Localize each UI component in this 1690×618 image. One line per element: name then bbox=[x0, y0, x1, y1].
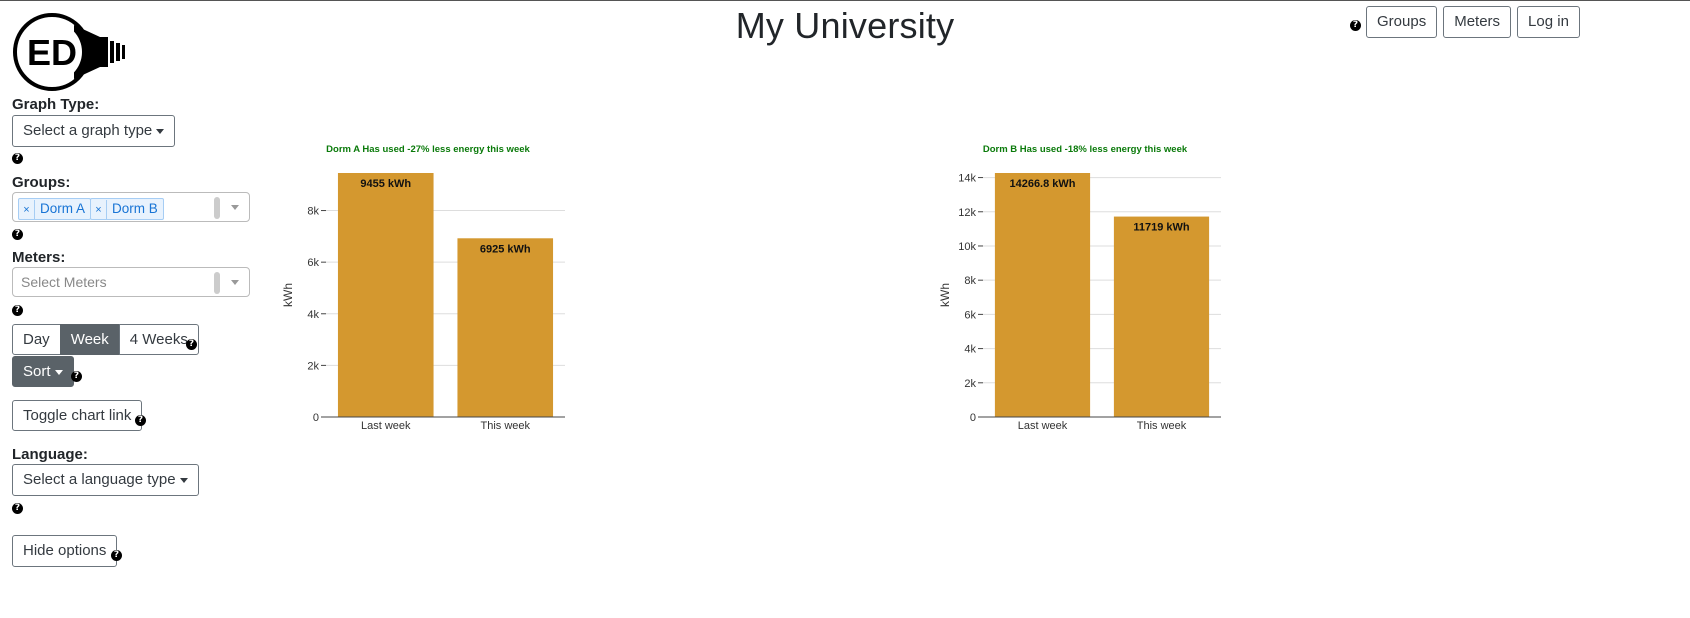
scrollbar[interactable] bbox=[214, 272, 220, 294]
data-label: 6925 kWh bbox=[480, 243, 531, 255]
interval-toggle: Day Week 4 Weeks bbox=[12, 324, 199, 355]
scrollbar[interactable] bbox=[214, 197, 220, 219]
group-tag-dorm-b: × Dorm B bbox=[90, 198, 164, 220]
hide-options-button[interactable]: Hide options bbox=[12, 535, 118, 567]
nav-login-button[interactable]: Log in bbox=[1517, 6, 1580, 38]
group-tag-dorm-a: × Dorm A bbox=[18, 198, 92, 220]
y-tick-label: 4k bbox=[307, 309, 319, 321]
bar bbox=[1113, 216, 1210, 417]
y-tick-label: 12k bbox=[958, 207, 976, 219]
x-tick-label: Last week bbox=[361, 420, 411, 432]
help-icon[interactable]: ? bbox=[111, 544, 122, 561]
meters-select[interactable]: Select Meters bbox=[12, 267, 250, 297]
help-icon[interactable]: ? bbox=[12, 223, 23, 240]
help-icon[interactable]: ? bbox=[135, 409, 146, 426]
meters-label: Meters: bbox=[12, 249, 66, 266]
help-icon[interactable]: ? bbox=[12, 299, 23, 316]
chevron-down-icon[interactable] bbox=[231, 205, 239, 210]
page-title: My University bbox=[735, 5, 955, 46]
y-tick-label: 10k bbox=[958, 241, 976, 253]
bar bbox=[994, 173, 1091, 417]
chart-dorm-a: Dorm A Has used -27% less energy this we… bbox=[281, 144, 565, 432]
interval-4weeks-button[interactable]: 4 Weeks bbox=[118, 324, 199, 355]
chevron-down-icon[interactable] bbox=[231, 280, 239, 285]
language-dropdown-label: Select a language type bbox=[23, 471, 176, 488]
help-icon[interactable]: ? bbox=[71, 365, 82, 382]
y-tick-label: 2k bbox=[307, 360, 319, 372]
help-icon[interactable]: ? bbox=[186, 333, 197, 350]
toggle-chart-link-button[interactable]: Toggle chart link bbox=[12, 400, 143, 431]
help-icon[interactable]: ? bbox=[12, 497, 23, 514]
y-axis-label: kWh bbox=[938, 283, 952, 307]
graph-type-label: Graph Type: bbox=[12, 96, 100, 113]
interval-week-button[interactable]: Week bbox=[59, 324, 120, 355]
groups-select[interactable]: × Dorm A × Dorm B bbox=[12, 192, 250, 222]
x-tick-label: This week bbox=[480, 420, 530, 432]
bar bbox=[457, 238, 554, 417]
sort-label: Sort bbox=[23, 363, 51, 380]
y-tick-label: 2k bbox=[964, 378, 976, 390]
y-tick-label: 4k bbox=[964, 344, 976, 356]
graph-type-dropdown[interactable]: Select a graph type bbox=[12, 115, 176, 147]
y-tick-label: 8k bbox=[964, 275, 976, 287]
sort-button[interactable]: Sort bbox=[12, 356, 74, 387]
header-nav: Groups Meters Log in bbox=[1366, 6, 1580, 38]
data-label: 9455 kWh bbox=[360, 178, 411, 190]
y-axis-label: kWh bbox=[281, 283, 295, 307]
help-icon[interactable]: ? bbox=[12, 147, 23, 164]
remove-icon[interactable]: × bbox=[91, 200, 107, 220]
caret-down-icon bbox=[54, 369, 63, 375]
bar bbox=[337, 173, 434, 417]
data-label: 11719 kWh bbox=[1133, 222, 1190, 234]
interval-day-button[interactable]: Day bbox=[12, 324, 61, 355]
logo: ED bbox=[13, 13, 125, 91]
meters-placeholder: Select Meters bbox=[21, 274, 107, 290]
remove-icon[interactable]: × bbox=[19, 200, 35, 220]
graph-type-dropdown-label: Select a graph type bbox=[23, 122, 153, 139]
chart-dorm-b: Dorm B Has used -18% less energy this we… bbox=[938, 144, 1221, 432]
y-tick-label: 0 bbox=[970, 412, 976, 424]
caret-down-icon bbox=[179, 477, 188, 483]
data-label: 14266.8 kWh bbox=[1009, 178, 1075, 190]
x-tick-label: Last week bbox=[1018, 420, 1068, 432]
x-tick-label: This week bbox=[1137, 420, 1187, 432]
language-label: Language: bbox=[12, 446, 88, 463]
y-tick-label: 0 bbox=[313, 412, 319, 424]
y-tick-label: 8k bbox=[307, 206, 319, 218]
chart-title: Dorm B Has used -18% less energy this we… bbox=[983, 144, 1188, 155]
y-tick-label: 6k bbox=[964, 309, 976, 321]
caret-down-icon bbox=[156, 128, 165, 134]
language-dropdown[interactable]: Select a language type bbox=[12, 464, 199, 496]
chart-title: Dorm A Has used -27% less energy this we… bbox=[326, 144, 530, 155]
y-tick-label: 6k bbox=[307, 257, 319, 269]
nav-meters-button[interactable]: Meters bbox=[1443, 6, 1512, 38]
nav-groups-button[interactable]: Groups bbox=[1366, 6, 1438, 38]
logo-text: ED bbox=[27, 32, 77, 73]
groups-label: Groups: bbox=[12, 174, 71, 191]
help-icon[interactable]: ? bbox=[1350, 14, 1361, 31]
y-tick-label: 14k bbox=[958, 173, 976, 185]
